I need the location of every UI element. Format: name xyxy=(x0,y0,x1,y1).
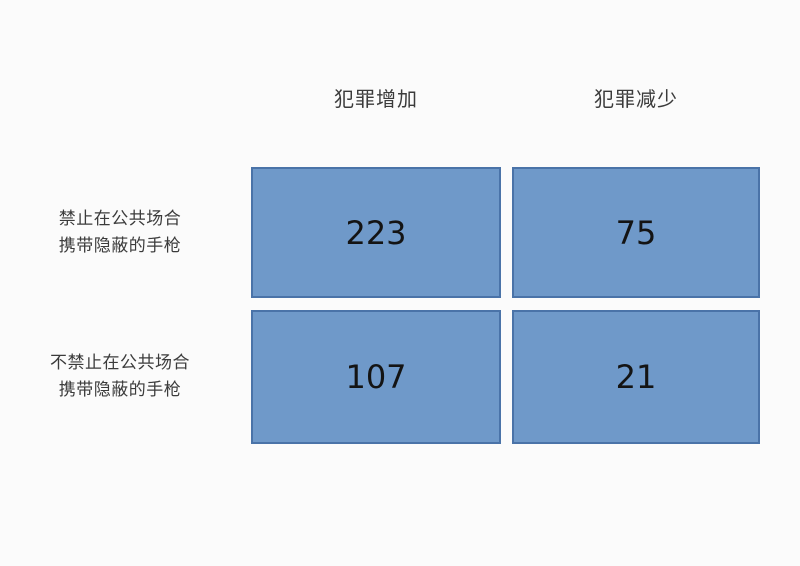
column-header-crime-increase: 犯罪增加 xyxy=(334,87,418,111)
cell-no-ban-crime-decrease: 21 xyxy=(512,310,760,444)
cell-value: 21 xyxy=(615,358,657,396)
row-header-line: 禁止在公共场合 xyxy=(58,208,182,229)
row-header-line: 不禁止在公共场合 xyxy=(50,353,190,373)
row-header-no-ban-concealed-handguns: 不禁止在公共场合 携带隐蔽的手枪 xyxy=(0,310,240,444)
row-header-ban-concealed-handguns: 禁止在公共场合 携带隐蔽的手枪 xyxy=(0,167,240,298)
cell-ban-crime-increase: 223 xyxy=(251,167,501,298)
cell-ban-crime-decrease: 75 xyxy=(512,167,760,298)
row-header-line: 携带隐蔽的手枪 xyxy=(58,380,182,400)
cell-no-ban-crime-increase: 107 xyxy=(251,310,501,444)
column-header-crime-decrease: 犯罪减少 xyxy=(594,87,678,111)
cell-value: 75 xyxy=(615,213,657,252)
cell-value: 223 xyxy=(345,213,407,252)
row-header-line: 携带隐蔽的手枪 xyxy=(58,235,182,256)
cell-value: 107 xyxy=(345,358,407,396)
